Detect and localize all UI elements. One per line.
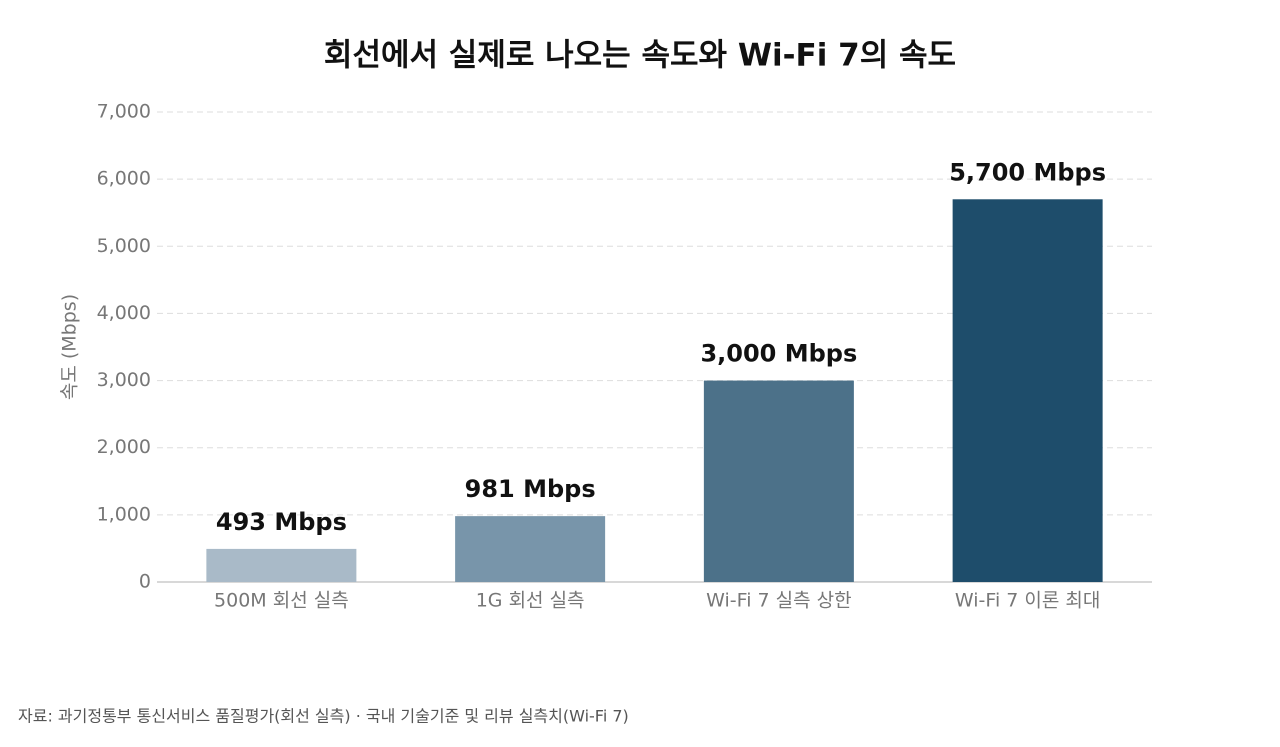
value-label: 5,700 Mbps	[949, 158, 1106, 186]
bar	[703, 380, 854, 582]
y-tick-label: 1,000	[97, 503, 151, 525]
x-tick-label: 1G 회선 실측	[476, 590, 585, 612]
chart-title: 회선에서 실제로 나오는 속도와 Wi-Fi 7의 속도	[324, 38, 956, 74]
y-tick-label: 6,000	[97, 168, 151, 190]
source-note: 자료: 과기정통부 통신서비스 품질평가(회선 실측) · 국내 기술기준 및 …	[18, 707, 629, 726]
y-tick-label: 2,000	[97, 436, 151, 458]
y-axis-label: 속도 (Mbps)	[59, 294, 81, 400]
y-tick-label: 0	[139, 571, 151, 593]
bar	[455, 516, 606, 582]
bar	[206, 548, 357, 582]
y-tick-label: 3,000	[97, 369, 151, 391]
y-tick-label: 4,000	[97, 302, 151, 324]
x-tick-label: Wi-Fi 7 이론 최대	[955, 590, 1100, 612]
y-tick-label: 5,000	[97, 235, 151, 257]
value-label: 3,000 Mbps	[700, 340, 857, 368]
value-label: 981 Mbps	[465, 475, 596, 503]
bar	[952, 199, 1103, 583]
y-tick-label: 7,000	[97, 101, 151, 123]
value-label: 493 Mbps	[216, 508, 347, 536]
x-tick-label: 500M 회선 실측	[214, 590, 349, 612]
x-tick-label: Wi-Fi 7 실측 상한	[706, 590, 851, 612]
